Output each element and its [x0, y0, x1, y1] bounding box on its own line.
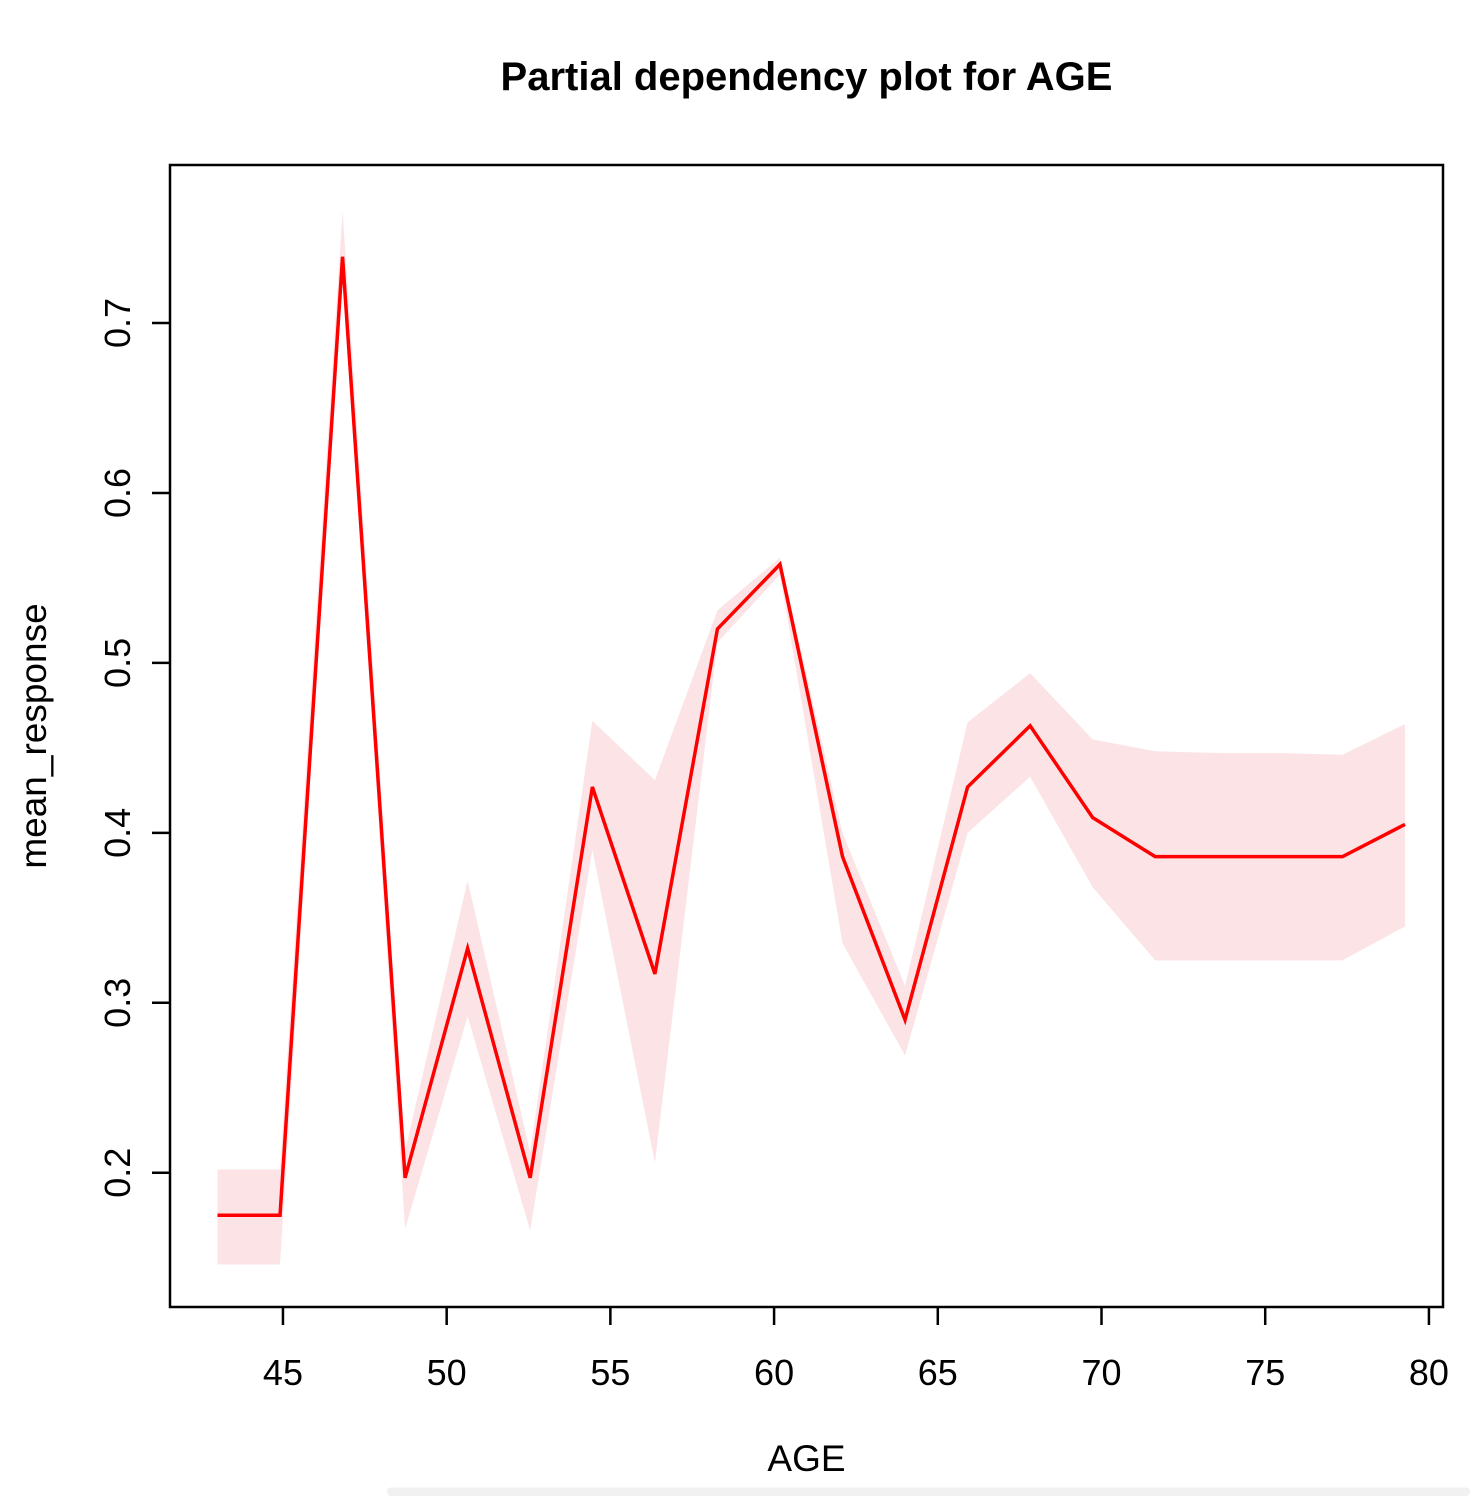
y-tick-label: 0.7 [97, 298, 138, 348]
x-tick-label: 50 [427, 1352, 467, 1393]
y-tick-label: 0.6 [97, 468, 138, 518]
x-tick-label: 45 [263, 1352, 303, 1393]
y-axis-label: mean_response [13, 603, 54, 868]
confidence-band [217, 210, 1406, 1265]
y-tick-label: 0.4 [97, 808, 138, 858]
y-tick-label: 0.3 [97, 978, 138, 1028]
x-tick-label: 60 [754, 1352, 794, 1393]
screenshot-artifact-bar [387, 1487, 1470, 1496]
y-tick-label: 0.5 [97, 638, 138, 688]
x-tick-label: 70 [1081, 1352, 1121, 1393]
x-tick-label: 65 [918, 1352, 958, 1393]
chart-title: Partial dependency plot for AGE [501, 55, 1113, 99]
x-tick-label: 55 [590, 1352, 630, 1393]
x-axis-label: AGE [767, 1438, 845, 1479]
y-axis-ticks: 0.2 0.3 0.4 0.5 0.6 0.7 [97, 298, 170, 1198]
x-tick-label: 80 [1409, 1352, 1449, 1393]
x-tick-label: 75 [1245, 1352, 1285, 1393]
plot-border [168, 163, 1445, 1309]
mean-response-line [217, 256, 1406, 1217]
x-axis-ticks: 45 50 55 60 65 70 75 80 [263, 1307, 1449, 1393]
y-tick-label: 0.2 [97, 1148, 138, 1198]
